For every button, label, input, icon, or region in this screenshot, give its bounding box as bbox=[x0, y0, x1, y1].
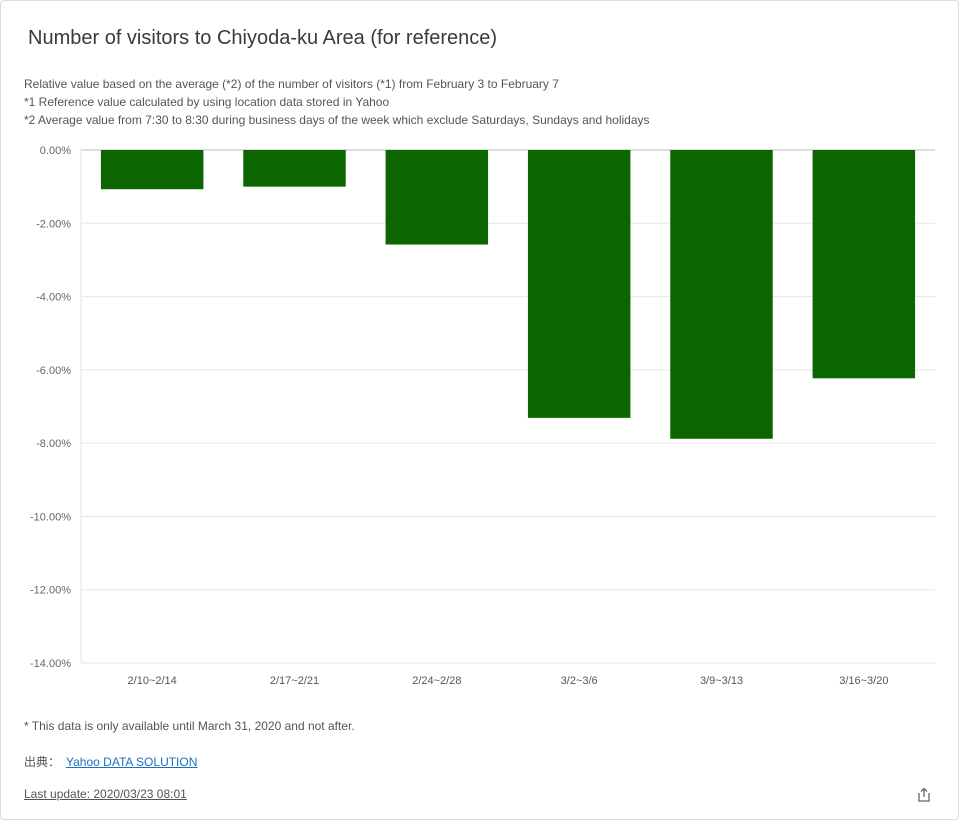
y-tick-label: -10.00% bbox=[30, 511, 71, 523]
bar-chart: 0.00% -2.00% -4.00% -6.00% -8.00% -10.00% -12.… bbox=[30, 145, 935, 687]
bar[interactable] bbox=[812, 150, 916, 379]
y-tick-label: -2.00% bbox=[36, 218, 71, 230]
bar[interactable] bbox=[243, 150, 346, 187]
y-tick-label: -12.00% bbox=[30, 585, 71, 597]
x-tick-label: 3/2~3/6 bbox=[561, 675, 598, 687]
x-tick-label: 3/9~3/13 bbox=[700, 675, 743, 687]
chart-note-ref1: *1 Reference value calculated by using l… bbox=[24, 95, 390, 109]
bar[interactable] bbox=[670, 150, 773, 439]
availability-note: * This data is only available until Marc… bbox=[24, 719, 355, 733]
x-tick-label: 2/17~2/21 bbox=[270, 675, 319, 687]
x-tick-label: 2/10~2/14 bbox=[128, 675, 177, 687]
share-icon[interactable] bbox=[916, 787, 932, 803]
share-icon-glyph bbox=[918, 787, 930, 802]
x-tick-label: 2/24~2/28 bbox=[412, 675, 461, 687]
y-tick-label: -6.00% bbox=[36, 365, 71, 377]
y-tick-label: -8.00% bbox=[36, 438, 71, 450]
bar[interactable] bbox=[385, 150, 489, 245]
chart-note-ref2: *2 Average value from 7:30 to 8:30 durin… bbox=[24, 113, 650, 127]
y-tick-label: -4.00% bbox=[36, 292, 71, 304]
y-tick-label: -14.00% bbox=[30, 658, 71, 670]
chart-note-relative: Relative value based on the average (*2)… bbox=[24, 77, 559, 91]
bar[interactable] bbox=[527, 150, 631, 418]
source-line: 出典： Yahoo DATA SOLUTION bbox=[24, 753, 197, 770]
chart-title: Number of visitors to Chiyoda-ku Area (f… bbox=[28, 27, 498, 49]
bar[interactable] bbox=[100, 150, 204, 190]
source-label: 出典： bbox=[24, 755, 61, 769]
y-tick-label: 0.00% bbox=[40, 145, 71, 157]
source-link[interactable]: Yahoo DATA SOLUTION bbox=[66, 755, 198, 769]
last-update[interactable]: Last update: 2020/03/23 08:01 bbox=[24, 787, 187, 801]
x-tick-label: 3/16~3/20 bbox=[839, 675, 888, 687]
